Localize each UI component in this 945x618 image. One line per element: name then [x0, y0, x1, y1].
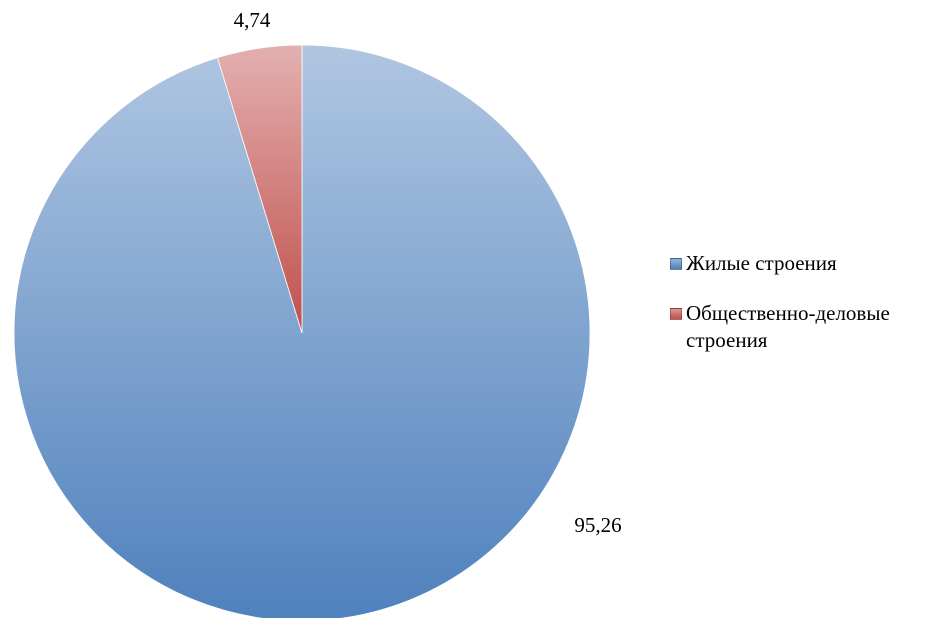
data-label: 4,74	[234, 8, 271, 32]
legend-swatch	[670, 258, 682, 270]
legend-label: Общественно-деловые строения	[686, 301, 890, 352]
data-label: 95,26	[574, 513, 621, 537]
legend: Жилые строения Общественно-деловые строен…	[670, 250, 940, 377]
legend-label: Жилые строения	[686, 251, 837, 275]
legend-swatch	[670, 308, 682, 320]
legend-item: Жилые строения	[670, 250, 940, 277]
legend-item: Общественно-деловые строения	[670, 300, 940, 354]
